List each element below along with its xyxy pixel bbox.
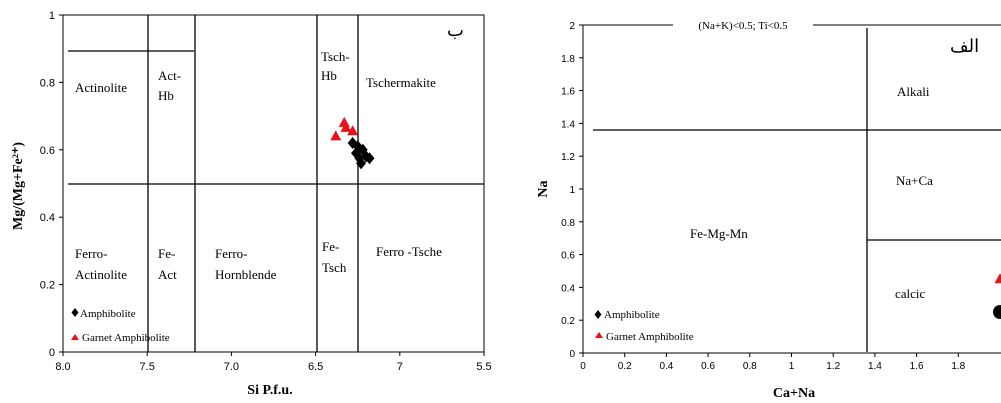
field-label-fe-act: Act <box>158 267 177 282</box>
field-label-tschermakite: Tschermakite <box>366 75 436 90</box>
field-label-fe-tsch: Tsch <box>322 260 347 275</box>
right-y-tick-label: 1 <box>569 185 575 196</box>
right-legend-garnet-amphibolite: Garnet Amphibolite <box>606 331 694 343</box>
right-y-tick-label: 1.2 <box>561 152 575 163</box>
right-x-tick-label: 0.4 <box>659 361 673 372</box>
right-y-tick-label: 0.2 <box>561 316 575 327</box>
left-y-axis-label: Mg/(Mg+Fe²⁺) <box>11 142 26 230</box>
right-x-tick-label: 1.6 <box>910 361 924 372</box>
left-legend-amphibolite: Amphibolite <box>80 308 136 320</box>
right-legend-amphibolite: Amphibolite <box>604 309 660 321</box>
garnet-amphibolite-point <box>994 273 1001 284</box>
left-chart-title: ب <box>447 20 464 40</box>
right-x-tick-label: 1.4 <box>868 361 882 372</box>
field-label-calcic: calcic <box>895 286 926 301</box>
field-label-ferro-tsche: Ferro -Tsche <box>376 244 442 259</box>
legend-diamond-icon <box>71 308 79 317</box>
right-x-tick-label: 1 <box>789 361 795 372</box>
right-y-tick-label: 0.4 <box>561 283 575 294</box>
right-plot-area <box>582 24 1001 354</box>
garnet-amphibolite-point <box>347 125 359 136</box>
right-y-axis-label: Na <box>536 180 551 197</box>
field-label-fe-tsch: Fe- <box>322 239 339 254</box>
right-y-tick-label: 1.6 <box>561 87 575 98</box>
amphibolite-point <box>356 157 367 170</box>
right-y-tick-label: 0.8 <box>561 218 575 229</box>
left-chart: Actinolite Act- Hb Tsch- Hb Tschermakite… <box>11 10 492 398</box>
right-y-tick-label: 0 <box>569 349 575 360</box>
left-y-tick-label: 0.4 <box>40 212 55 224</box>
right-x-tick-label: 1.2 <box>826 361 840 372</box>
amphibolite-point <box>364 152 375 165</box>
right-y-tick-label: 2 <box>569 21 575 32</box>
garnet-amphibolite-point <box>340 121 352 132</box>
right-chart: (Na+K)<0.5; Ti<0.5 الف Alkali Na+Ca Fe-M… <box>536 14 1001 401</box>
field-label-alkali: Alkali <box>897 84 930 99</box>
field-label-fe-act: Fe- <box>158 246 175 261</box>
left-x-tick-label: 5.5 <box>476 361 491 373</box>
annotation-text: (Na+K)<0.5; Ti<0.5 <box>698 20 788 32</box>
left-y-tick-label: 0.2 <box>40 280 55 292</box>
field-label-ferro-actinolite: Actinolite <box>75 267 127 282</box>
left-x-tick-label: 6.5 <box>308 361 323 373</box>
left-x-axis-label: Si P.f.u. <box>247 383 292 398</box>
garnet-amphibolite-point <box>330 130 342 141</box>
right-x-tick-label: 0 <box>580 361 586 372</box>
amphibolite-point <box>993 305 1001 319</box>
left-x-tick-label: 7 <box>397 361 403 373</box>
legend-triangle-icon <box>595 332 603 338</box>
right-x-axis-label: Ca+Na <box>773 386 815 401</box>
right-legend: Amphibolite Garnet Amphibolite <box>594 309 694 343</box>
right-x-tick-label: 0.6 <box>701 361 715 372</box>
right-x-tick-label: 1.8 <box>951 361 965 372</box>
field-label-fe-mg-mn: Fe-Mg-Mn <box>690 226 748 241</box>
right-y-tick-label: 1.8 <box>561 54 575 65</box>
left-x-tick-label: 7.5 <box>140 361 155 373</box>
annotation-box <box>673 14 813 34</box>
field-label-ferro-actinolite: Ferro- <box>75 246 108 261</box>
right-x-tick-label: 0.2 <box>618 361 632 372</box>
left-y-tick-label: 0.8 <box>40 77 55 89</box>
field-label-tsch-hb: Hb <box>321 68 337 83</box>
field-label-actinolite: Actinolite <box>75 80 127 95</box>
field-label-na-ca: Na+Ca <box>896 173 933 188</box>
left-legend: Amphibolite Garnet Amphibolite <box>71 308 170 344</box>
field-label-act-hb: Act- <box>158 68 181 83</box>
left-y-tick-label: 0 <box>49 347 55 359</box>
right-y-tick-label: 0.6 <box>561 251 575 262</box>
left-y-tick-label: 0.6 <box>40 145 55 157</box>
left-field-boundaries <box>68 15 484 352</box>
field-label-act-hb: Hb <box>158 88 174 103</box>
right-x-tick-label: 0.8 <box>743 361 757 372</box>
legend-triangle-icon <box>71 334 79 340</box>
left-y-tick-label: 1 <box>49 10 55 22</box>
left-x-tick-label: 7.0 <box>224 361 239 373</box>
right-field-boundaries <box>593 28 1001 352</box>
field-label-tsch-hb: Tsch- <box>321 49 350 64</box>
legend-diamond-icon <box>594 310 602 319</box>
field-label-ferro-hornblende: Ferro- <box>215 246 248 261</box>
right-y-tick-label: 1.4 <box>561 119 575 130</box>
right-chart-title: الف <box>950 36 979 56</box>
field-label-ferro-hornblende: Hornblende <box>215 267 277 282</box>
left-legend-garnet-amphibolite: Garnet Amphibolite <box>82 332 170 344</box>
left-x-tick-label: 8.0 <box>55 361 70 373</box>
